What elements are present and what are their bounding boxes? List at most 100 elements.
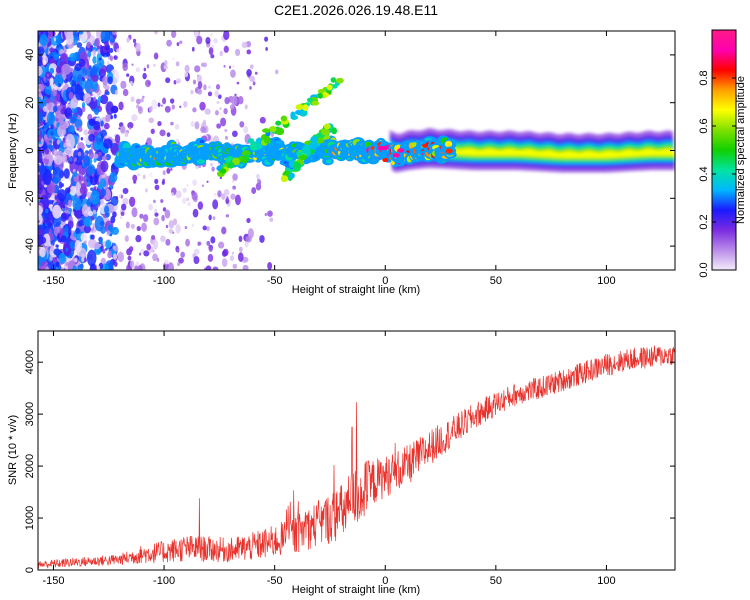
noise-speck (143, 250, 150, 257)
noise-speck (109, 55, 114, 62)
noise-speck (102, 75, 109, 86)
chirp-blob (317, 89, 325, 94)
noise-speck (257, 178, 261, 184)
noise-speck (133, 180, 136, 184)
y-tick-label: -20 (24, 190, 36, 206)
noise-speck (88, 150, 94, 160)
noise-speck (88, 76, 91, 80)
noise-speck (142, 95, 145, 99)
noise-speck (77, 264, 84, 270)
noise-speck (65, 238, 70, 244)
noise-speck (99, 220, 105, 226)
noise-speck (176, 42, 180, 47)
noise-speck (48, 245, 51, 249)
noise-speck (239, 121, 245, 128)
noise-speck (60, 212, 68, 222)
noise-speck (153, 31, 159, 35)
noise-speck (80, 232, 88, 242)
noise-speck (104, 40, 109, 47)
noise-speck (48, 229, 52, 233)
noise-speck (93, 186, 97, 190)
noise-speck (99, 94, 109, 105)
noise-speck (112, 211, 117, 218)
noise-speck (94, 215, 105, 232)
chirp-blob (283, 170, 290, 176)
noise-speck (208, 214, 212, 221)
noise-speck (39, 33, 48, 47)
noise-speck (127, 122, 134, 129)
noise-speck (93, 242, 100, 250)
noise-speck (228, 65, 232, 69)
noise-speck (175, 224, 181, 234)
noise-speck (236, 81, 240, 85)
noise-speck (192, 107, 197, 113)
noise-speck (107, 61, 110, 65)
noise-speck (73, 181, 77, 187)
noise-speck (105, 239, 112, 249)
x-tick-label: 100 (597, 275, 615, 287)
chirp-blob (310, 136, 319, 143)
noise-speck (100, 31, 110, 43)
noise-speck (169, 98, 175, 104)
noise-speck (69, 185, 77, 196)
noise-speck (221, 226, 227, 235)
noise-speck (210, 236, 216, 244)
noise-speck (171, 192, 174, 197)
noise-speck (93, 96, 97, 102)
y-tick-label: 40 (24, 49, 36, 61)
y-tick-label: 0 (24, 147, 36, 153)
noise-speck (201, 184, 204, 187)
noise-speck (53, 105, 58, 112)
noise-speck (72, 265, 78, 270)
noise-speck (105, 51, 111, 57)
chirp-blob (263, 135, 271, 144)
noise-speck (53, 53, 60, 61)
noise-speck (111, 31, 117, 36)
noise-speck (210, 32, 213, 37)
noise-speck (161, 214, 165, 222)
noise-speck (196, 74, 199, 77)
noise-speck (180, 251, 185, 258)
noise-speck (48, 199, 52, 205)
noise-speck (192, 208, 199, 218)
noise-speck (101, 155, 107, 161)
x-tick-label: -100 (153, 575, 175, 587)
noise-speck (208, 85, 211, 89)
chirp-blob (275, 127, 285, 136)
noise-speck (110, 105, 119, 114)
noise-speck (255, 182, 262, 191)
noise-speck (149, 172, 153, 178)
y-tick-label: 3000 (24, 402, 36, 426)
hot-spot (397, 148, 405, 153)
noise-speck (128, 246, 134, 252)
noise-speck (154, 208, 158, 214)
noise-speck (56, 38, 62, 45)
noise-speck (170, 167, 173, 171)
noise-speck (118, 101, 124, 111)
noise-speck (147, 81, 151, 85)
noise-speck (216, 100, 220, 105)
noise-speck (67, 220, 74, 229)
noise-speck (230, 193, 236, 200)
chirp-blob (280, 115, 288, 122)
noise-speck (72, 197, 82, 211)
noise-speck (223, 45, 229, 53)
noise-speck (75, 228, 81, 235)
noise-speck (213, 37, 218, 44)
noise-speck (184, 64, 190, 73)
snr-panel: -150 -100 -50 0 50 100 0 1000 2000 3000 4000 Heig… (7, 330, 676, 596)
noise-speck (129, 196, 136, 207)
noise-speck (55, 261, 60, 268)
noise-speck (246, 217, 251, 224)
noise-speck (120, 211, 125, 216)
noise-speck (74, 257, 78, 263)
noise-speck (157, 120, 162, 127)
noise-speck (83, 93, 92, 104)
chirp-blob (280, 175, 289, 183)
noise-speck (172, 231, 175, 234)
noise-speck (121, 203, 127, 211)
noise-speck (127, 255, 132, 261)
chirp-blob (308, 141, 318, 150)
noise-speck (152, 239, 159, 250)
noise-speck (50, 124, 54, 130)
